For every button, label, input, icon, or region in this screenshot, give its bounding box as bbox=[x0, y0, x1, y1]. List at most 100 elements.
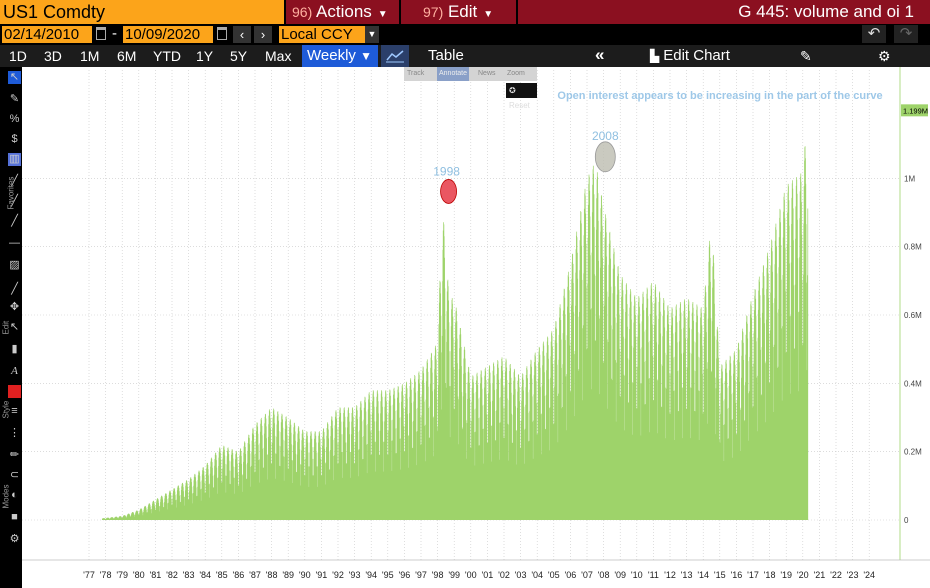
line-icon[interactable]: — bbox=[9, 237, 20, 249]
period-button-6m[interactable]: 6M bbox=[117, 48, 137, 64]
edit-chart-button[interactable]: ▙ Edit Chart bbox=[650, 45, 730, 67]
x-tick-label: '21 bbox=[814, 570, 826, 580]
annotation-note: Open interest appears to be increasing i… bbox=[557, 90, 882, 102]
color-icon[interactable] bbox=[8, 385, 21, 398]
start-date-field[interactable]: 02/14/2010 bbox=[2, 26, 92, 43]
actions-number: 96) bbox=[292, 4, 313, 20]
x-tick-label: '14 bbox=[697, 570, 709, 580]
caret-down-icon: ▼ bbox=[360, 49, 372, 63]
arrow-icon[interactable]: ↖ bbox=[8, 71, 21, 84]
trash-icon[interactable]: ▮ bbox=[11, 343, 18, 355]
edit-label: Edit bbox=[447, 2, 478, 21]
x-tick-label: '92 bbox=[332, 570, 344, 580]
x-tick-label: '01 bbox=[482, 570, 494, 580]
dollar-icon[interactable]: $ bbox=[11, 133, 18, 145]
annotation-circle-1998 bbox=[440, 179, 457, 204]
percent-icon[interactable]: % bbox=[9, 113, 20, 125]
calendar-icon[interactable] bbox=[217, 27, 227, 40]
x-tick-label: '03 bbox=[515, 570, 527, 580]
magnet-icon[interactable]: ⊂ bbox=[9, 469, 20, 481]
x-tick-label: '97 bbox=[415, 570, 427, 580]
period-button-max[interactable]: Max bbox=[265, 48, 292, 64]
gear-icon[interactable]: ⚙ bbox=[878, 48, 891, 64]
annotation-circle-2008 bbox=[594, 141, 616, 173]
currency-field[interactable]: Local CCY bbox=[279, 26, 365, 43]
x-tick-label: '18 bbox=[764, 570, 776, 580]
diagonal-line-icon[interactable]: ╱ bbox=[11, 175, 18, 187]
series-bars bbox=[101, 146, 809, 520]
x-tick-label: '81 bbox=[150, 570, 162, 580]
period-toolbar bbox=[0, 45, 930, 67]
table-label: Table bbox=[428, 47, 464, 64]
x-tick-label: '05 bbox=[548, 570, 560, 580]
line-chart-icon[interactable] bbox=[381, 45, 409, 67]
x-tick-label: '98 bbox=[432, 570, 444, 580]
x-tick-label: '16 bbox=[731, 570, 743, 580]
period-button-1m[interactable]: 1M bbox=[80, 48, 100, 64]
reset-icon: ✪ bbox=[509, 86, 516, 95]
pen-icon[interactable]: ✎ bbox=[9, 93, 20, 105]
annotate-pen-icon[interactable]: ✎ bbox=[800, 48, 812, 64]
x-tick-label: '22 bbox=[830, 570, 842, 580]
tool-news-button[interactable]: News bbox=[478, 70, 496, 77]
x-tick-label: '19 bbox=[780, 570, 792, 580]
end-date-field[interactable]: 10/09/2020 bbox=[123, 26, 213, 43]
x-tick-label: '15 bbox=[714, 570, 726, 580]
collapse-icon[interactable]: « bbox=[595, 45, 605, 64]
redo-icon[interactable]: ↷ bbox=[894, 25, 918, 43]
prev-arrow-button[interactable]: ‹ bbox=[233, 26, 251, 43]
actions-label: Actions bbox=[316, 2, 372, 21]
x-tick-label: '77 bbox=[83, 570, 95, 580]
diagonal-line-icon[interactable]: ╱ bbox=[11, 215, 18, 227]
undo-icon[interactable]: ↶ bbox=[862, 25, 886, 43]
pencil-icon[interactable]: ✏ bbox=[9, 449, 20, 461]
diagonal-line-icon[interactable]: ╱ bbox=[11, 283, 18, 295]
period-button-3d[interactable]: 3D bbox=[44, 48, 62, 64]
last-value-badge bbox=[901, 104, 928, 117]
table-button[interactable]: Table bbox=[428, 45, 464, 67]
x-tick-label: '90 bbox=[299, 570, 311, 580]
left-toolbar: ↖ ✎ % $ ▥ ╱ ╱ ╱ — ▨ ╱ ✥ ↖ ▮ A ≡ ⋮ ✏ ⊂ ◐ … bbox=[0, 67, 22, 588]
settings-icon[interactable]: ⚙ bbox=[9, 533, 20, 545]
tool-zoom-button[interactable]: Zoom bbox=[507, 70, 525, 77]
magnet-blue-icon[interactable]: ◐ bbox=[11, 489, 18, 501]
tool-annotate-button[interactable]: Annotate bbox=[437, 67, 470, 81]
line-style-icon[interactable]: ⋮ bbox=[9, 427, 20, 439]
ticker-field[interactable]: US1 Comdty bbox=[0, 0, 284, 24]
chart-bars-icon: ▙ bbox=[650, 49, 660, 63]
x-tick-label: '12 bbox=[664, 570, 676, 580]
x-tick-label: '07 bbox=[581, 570, 593, 580]
edit-chart-label: Edit Chart bbox=[663, 47, 730, 64]
period-button-1d[interactable]: 1D bbox=[9, 48, 27, 64]
date-separator: - bbox=[112, 25, 117, 42]
actions-menu[interactable]: 96) Actions ▼ bbox=[286, 0, 399, 24]
frequency-dropdown[interactable]: Weekly ▼ bbox=[302, 45, 378, 67]
period-button-ytd[interactable]: YTD bbox=[153, 48, 181, 64]
pointer-icon[interactable]: ↖ bbox=[9, 321, 20, 333]
x-tick-label: '87 bbox=[249, 570, 261, 580]
palette-icon[interactable]: ■ bbox=[11, 511, 18, 523]
text-icon[interactable]: A bbox=[11, 365, 18, 377]
x-tick-label: '82 bbox=[166, 570, 178, 580]
move-icon[interactable]: ✥ bbox=[9, 301, 20, 313]
x-tick-label: '79 bbox=[116, 570, 128, 580]
caret-down-icon: ▼ bbox=[377, 9, 388, 20]
currency-dropdown-icon[interactable]: ▼ bbox=[365, 26, 379, 43]
y-tick-label: 1M bbox=[904, 174, 915, 183]
edit-menu[interactable]: 97) Edit ▼ bbox=[401, 0, 516, 24]
calendar-icon[interactable] bbox=[96, 27, 106, 40]
reset-button[interactable]: ✪ Reset bbox=[506, 83, 537, 110]
diagonal-line-icon[interactable]: ╱ bbox=[11, 195, 18, 207]
period-button-5y[interactable]: 5Y bbox=[230, 48, 248, 64]
bar-icon[interactable]: ▥ bbox=[8, 153, 21, 166]
x-tick-label: '96 bbox=[399, 570, 411, 580]
reset-label: Reset bbox=[509, 101, 530, 110]
period-button-1y[interactable]: 1Y bbox=[196, 48, 214, 64]
y-tick-label: 0.4M bbox=[904, 379, 922, 388]
start-date-text: 02/14/2010 bbox=[4, 26, 80, 43]
tool-track-button[interactable]: Track bbox=[407, 70, 425, 77]
x-tick-label: '08 bbox=[598, 570, 610, 580]
line-width-icon[interactable]: ≡ bbox=[11, 405, 18, 417]
eraser-icon[interactable]: ▨ bbox=[9, 259, 20, 271]
next-arrow-button[interactable]: › bbox=[254, 26, 272, 43]
